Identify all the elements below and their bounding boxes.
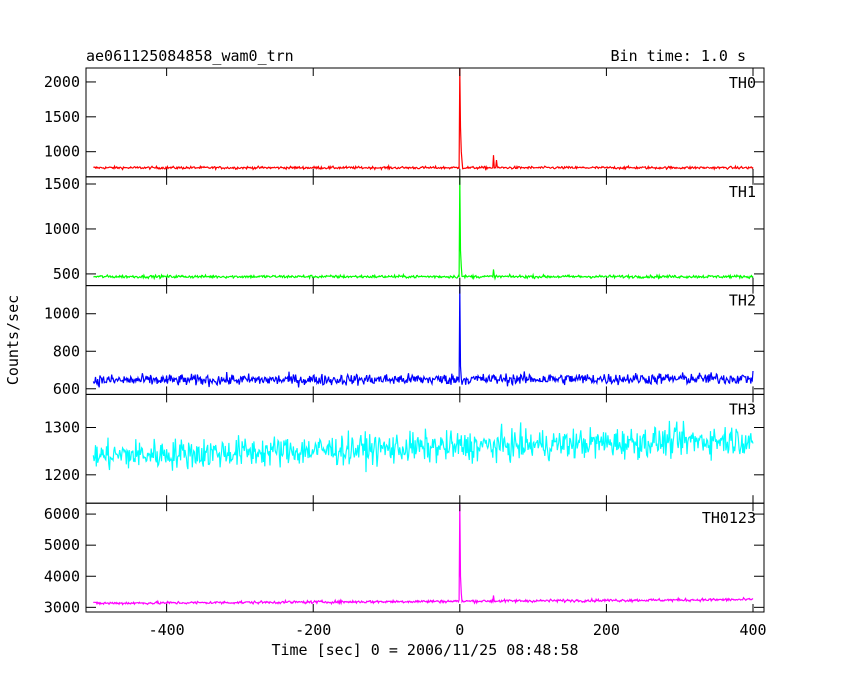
y-tick-label: 1000 — [44, 143, 80, 161]
chart-title: ae061125084858_wam0_trn — [86, 47, 294, 65]
x-tick-label: -400 — [149, 621, 185, 639]
series-line-th0123 — [93, 504, 754, 606]
y-tick-label: 2000 — [44, 73, 80, 91]
y-tick-label: 3000 — [44, 598, 80, 616]
x-tick-label: 0 — [455, 621, 464, 639]
panel-th2: 600 800 1000 TH2 — [44, 285, 765, 398]
y-tick-label: 5000 — [44, 536, 80, 554]
y-tick-label: 1200 — [44, 466, 80, 484]
panel-th1: 500 1000 1500 TH1 — [44, 175, 765, 287]
series-label: TH2 — [729, 292, 756, 310]
bin-time-label: Bin time: 1.0 s — [611, 47, 746, 65]
series-line-th3 — [92, 420, 754, 473]
series-line-th2 — [92, 286, 754, 388]
series-label: TH1 — [729, 183, 756, 201]
x-axis-label: Time [sec] 0 = 2006/11/25 08:48:58 — [271, 641, 578, 659]
series-label: TH3 — [729, 400, 756, 418]
panel-th0: 1000 1500 2000 TH0 — [44, 67, 765, 178]
y-tick-label: 1500 — [44, 108, 80, 126]
panel-frame — [85, 176, 765, 287]
panel-th0123: 3000 4000 5000 6000 TH0123 — [44, 502, 765, 616]
x-tick-label: 200 — [593, 621, 620, 639]
y-tick-label: 1000 — [44, 220, 80, 238]
panel-frame — [85, 67, 765, 178]
y-tick-label: 500 — [53, 265, 80, 283]
x-tick-label: -200 — [295, 621, 331, 639]
x-tick-label: 400 — [739, 621, 766, 639]
y-tick-label: 1500 — [44, 175, 80, 193]
series-line-th0 — [93, 68, 754, 172]
panel-frame — [85, 502, 765, 613]
y-tick-label: 600 — [53, 380, 80, 398]
series-label: TH0123 — [702, 509, 756, 527]
y-tick-label: 4000 — [44, 567, 80, 585]
panel-th3: 1200 1300 TH3 — [44, 393, 765, 504]
y-tick-label: 6000 — [44, 505, 80, 523]
series-label: TH0 — [729, 74, 756, 92]
y-axis-label: Counts/sec — [4, 295, 22, 385]
y-tick-label: 800 — [53, 342, 80, 360]
series-line-th1 — [93, 177, 754, 281]
y-tick-label: 1000 — [44, 305, 80, 323]
y-tick-label: 1300 — [44, 419, 80, 437]
